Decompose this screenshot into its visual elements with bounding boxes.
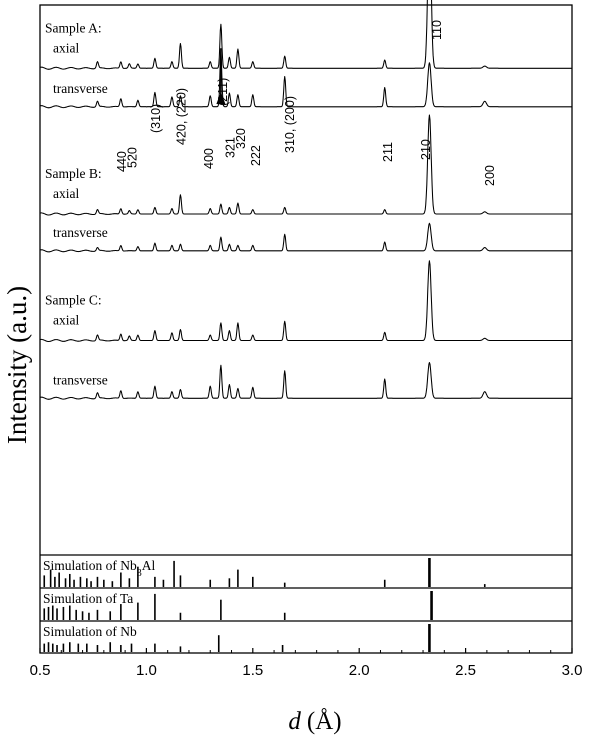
peak-index-label: 222 [249,145,263,166]
peak-index-label: 400 [202,148,216,169]
sample-label: Sample C: [45,293,102,308]
peak-index-label: 320 [234,128,248,149]
sample-label: Sample A: [45,20,102,35]
orientation-label: axial [53,40,79,55]
peak-index-label: 520 [126,147,140,168]
sample-label: Sample B: [45,166,102,181]
x-axis-unit: (Å) [307,708,342,735]
y-axis-label: Intensity (a.u.) [2,286,32,444]
x-tick-label: 3.0 [562,662,583,679]
xrd-trace [39,51,573,109]
xrd-trace [39,260,573,343]
xrd-trace [39,0,573,70]
peak-index-label: (310) [149,104,163,133]
simulation-label: Simulation of Ta [43,591,133,606]
orientation-label: transverse [53,81,108,96]
orientation-label: axial [53,186,79,201]
peak-index-label: 321 [223,137,237,158]
plot-frame [39,4,573,654]
orientation-label: transverse [53,372,108,387]
x-tick-label: 2.5 [455,662,476,679]
x-tick-label: 0.5 [30,662,51,679]
orientation-label: axial [53,313,79,328]
simulation-label: Simulation of Nb [43,624,137,639]
simulation-label: Simulation of Nb3Al [43,558,155,579]
x-axis-label: d (Å) [288,708,341,735]
x-axis-variable: d [288,708,301,735]
peak-index-label: 211 [381,142,395,162]
peak-index-label: 200 [483,165,497,186]
x-tick-label: 1.0 [136,662,157,679]
x-tick-label: 1.5 [242,662,263,679]
xrd-trace [39,222,573,253]
orientation-label: transverse [53,225,108,240]
diffraction-traces: Sample A: axial transverse Sample B: axial tr… [39,0,573,400]
peak-index-label: 440 [115,151,129,172]
axes: 0.5 1.0 1.5 2.0 2.5 3.0 [30,4,583,679]
peak-index-label: 210 [419,139,433,160]
simulation-panels: Simulation of Nb3Al Simulation of Ta Simul… [43,558,486,652]
peak-arrow-head [216,92,226,104]
peak-index-label: 420, (220) [174,88,188,145]
x-tick-label: 2.0 [349,662,370,679]
xrd-trace [39,361,573,400]
xrd-trace [39,114,573,216]
peak-index-label: 310, (200) [283,96,297,153]
peak-index-label: 110 [430,20,444,40]
